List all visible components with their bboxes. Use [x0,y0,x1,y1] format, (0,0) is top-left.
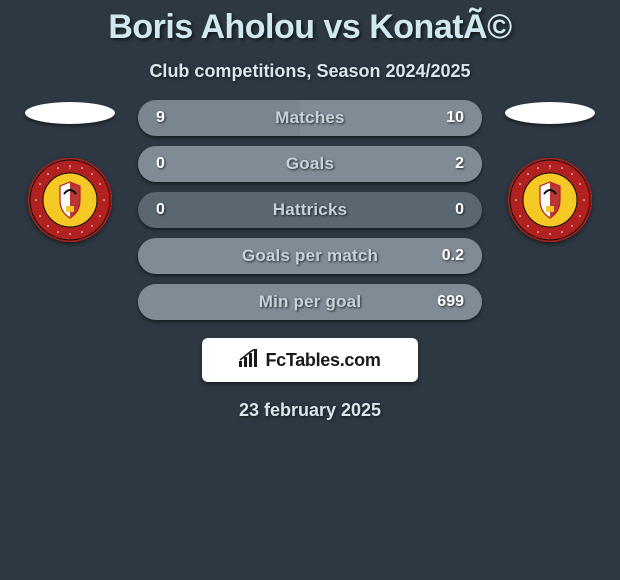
branding-text: FcTables.com [265,350,380,371]
stat-label: Goals [198,154,422,174]
stat-label: Matches [198,108,422,128]
date: 23 february 2025 [0,400,620,421]
svg-text:·: · [549,166,551,172]
stat-bar: Goals per match0.2 [138,238,482,274]
right-player-photo [505,102,595,124]
stat-bar: Min per goal699 [138,284,482,320]
stat-label: Hattricks [198,200,422,220]
stat-bar: 0Hattricks0 [138,192,482,228]
right-club-badge: · [508,158,592,242]
svg-text:·: · [69,166,71,172]
stat-label: Min per goal [198,292,422,312]
stats-list: 9Matches100Goals20Hattricks0Goals per ma… [138,100,482,320]
stat-right-value: 699 [422,293,482,311]
left-player-photo [25,102,115,124]
branding-box: FcTables.com [202,338,418,382]
stat-left-value: 0 [138,201,198,219]
stat-right-value: 0.2 [422,247,482,265]
subtitle: Club competitions, Season 2024/2025 [0,61,620,82]
stat-left-value: 9 [138,109,198,127]
stat-bar: 0Goals2 [138,146,482,182]
comparison-card: Boris Aholou vs KonatÃ© Club competition… [0,0,620,421]
main-row: · 9Matches100Goals20Hattricks0 [0,100,620,320]
stat-label: Goals per match [198,246,422,266]
stat-right-value: 2 [422,155,482,173]
stat-bar: 9Matches10 [138,100,482,136]
right-player-col: · [500,100,600,242]
left-club-badge: · [28,158,112,242]
page-title: Boris Aholou vs KonatÃ© [0,8,620,47]
branding-icon [239,349,261,372]
stat-left-value: 0 [138,155,198,173]
stat-right-value: 0 [422,201,482,219]
stat-right-value: 10 [422,109,482,127]
left-player-col: · [20,100,120,242]
